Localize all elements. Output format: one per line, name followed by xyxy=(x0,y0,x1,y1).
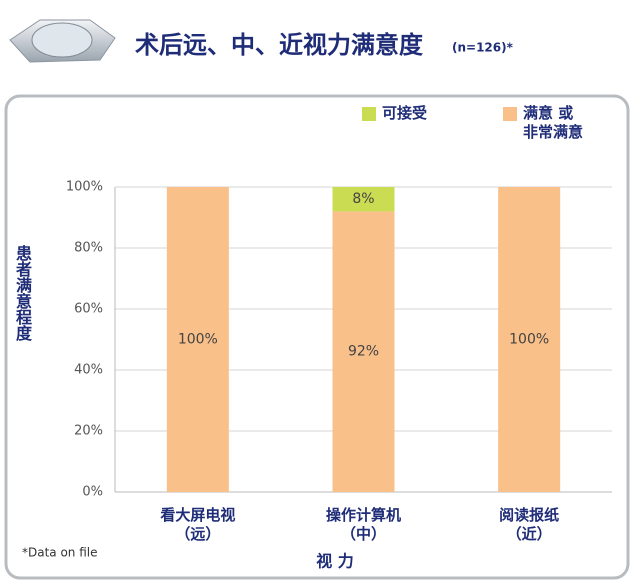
x-tick-label: 看大屏电视 （远） xyxy=(160,506,236,543)
lens-icon xyxy=(9,19,116,63)
y-tick-label: 100% xyxy=(66,180,103,195)
y-tick-label: 40% xyxy=(74,363,103,378)
y-axis-label: 患者满意程度 xyxy=(13,245,32,341)
legend-swatch xyxy=(503,107,517,121)
x-tick-label: 操作计算机 （中） xyxy=(325,506,401,543)
data-label: 100% xyxy=(178,332,218,348)
data-label: 8% xyxy=(352,191,374,207)
y-tick-label: 60% xyxy=(74,302,103,317)
bar-segment xyxy=(332,211,395,492)
bar-segment xyxy=(332,187,395,212)
y-tick-label: 0% xyxy=(82,485,103,500)
y-tick-label: 80% xyxy=(74,241,103,256)
bar-segment xyxy=(498,187,561,492)
footnote: *Data on file xyxy=(22,546,98,560)
legend-label: 满意 或 非常满意 xyxy=(523,104,584,141)
bar-segment xyxy=(166,187,229,492)
data-label: 92% xyxy=(348,344,379,360)
x-axis-label: 视 力 xyxy=(316,552,354,571)
chart-title: 术后远、中、近视力满意度 xyxy=(135,31,424,59)
panel xyxy=(4,94,630,580)
legend-swatch xyxy=(362,107,376,121)
x-tick-label: 阅读报纸 （近） xyxy=(499,506,560,543)
legend-label: 可接受 xyxy=(382,104,428,122)
chart-subtitle: (n=126)* xyxy=(452,41,514,55)
y-tick-label: 20% xyxy=(74,424,103,439)
data-label: 100% xyxy=(509,332,549,348)
